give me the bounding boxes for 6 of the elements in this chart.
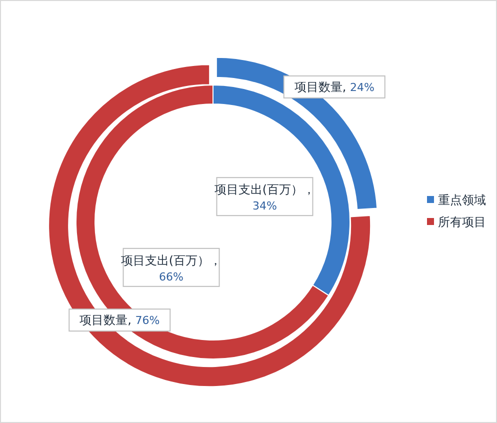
legend-label: 重点领域 — [438, 193, 486, 207]
data-label: 项目支出(百万），34% — [214, 182, 316, 213]
data-label: 项目支出(百万），66% — [120, 253, 222, 284]
data-label: 项目数量, 24% — [294, 80, 374, 94]
data-label: 项目数量, 76% — [80, 313, 160, 328]
legend-label: 所有项目 — [438, 215, 486, 229]
